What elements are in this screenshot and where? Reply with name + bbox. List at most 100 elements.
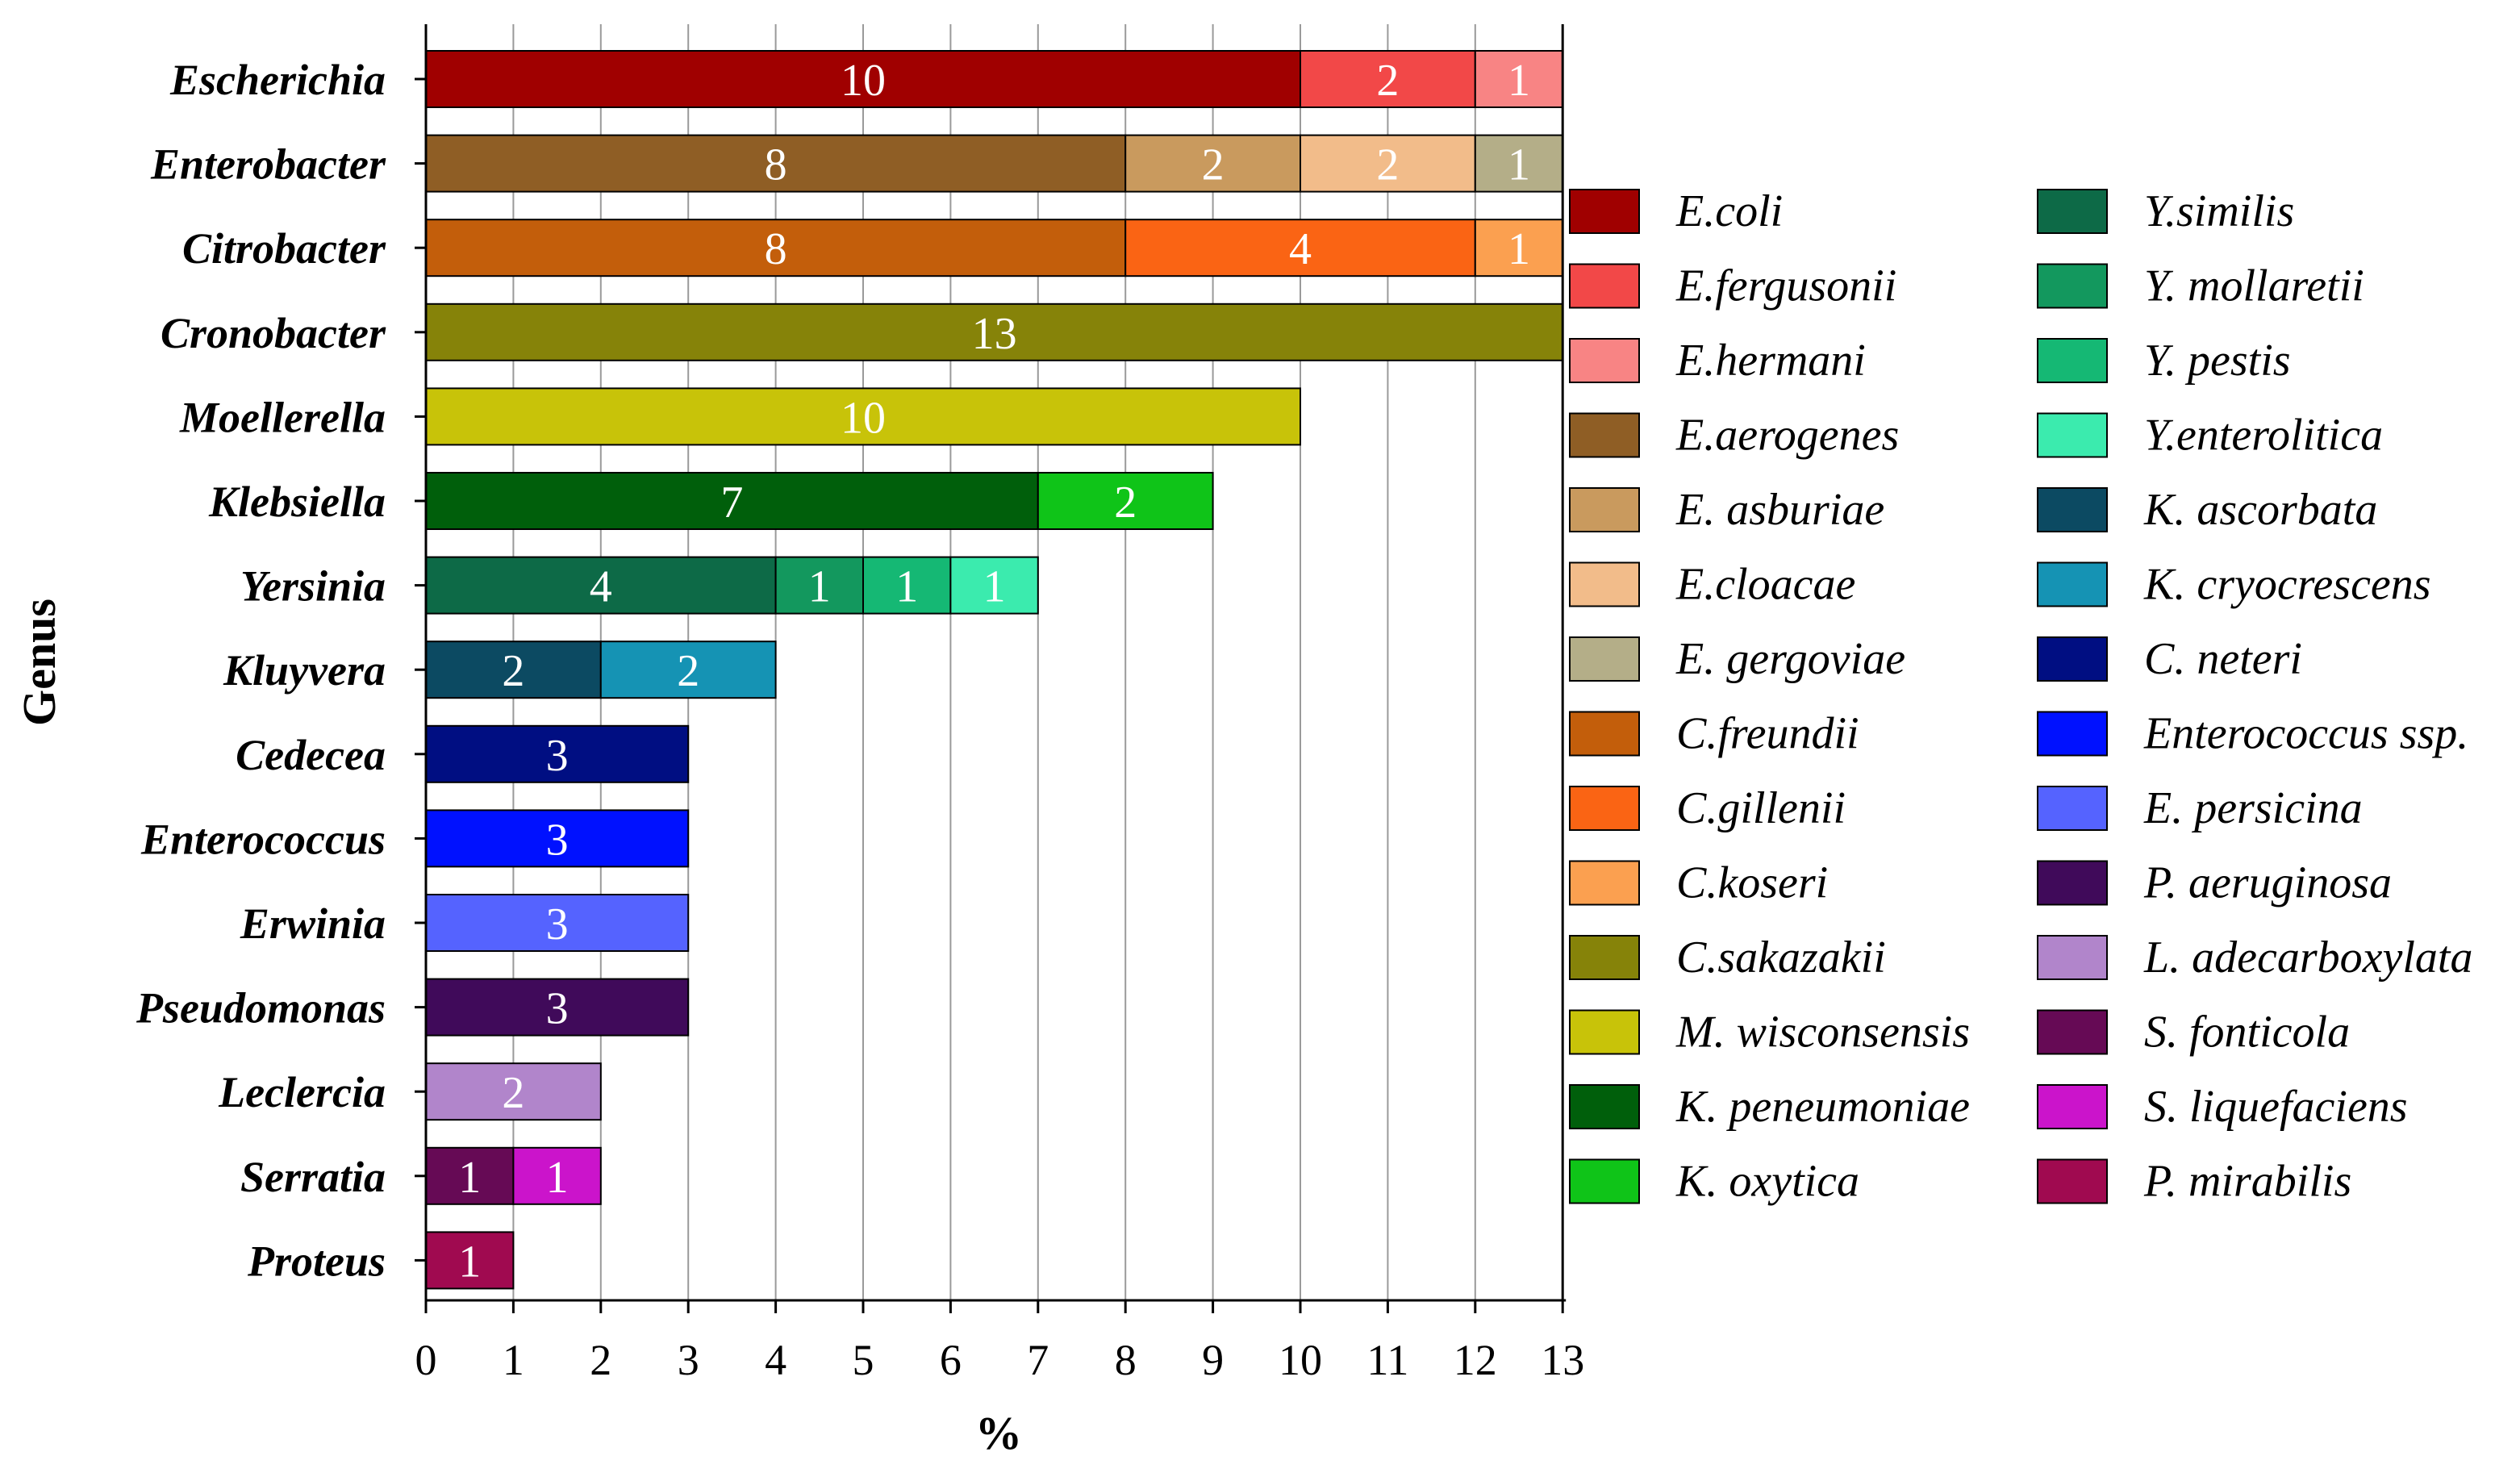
- legend-swatch: [1569, 1158, 1640, 1204]
- legend-swatch: [1569, 935, 1640, 980]
- bar-segment: [425, 978, 690, 1037]
- bar-segment: [425, 894, 690, 952]
- legend-label: E. asburiae: [1675, 485, 1884, 535]
- legend-label: E.fergusonii: [1675, 261, 1896, 311]
- category-label: Kluyvera: [223, 646, 386, 695]
- bar-value-label: 1: [458, 1153, 481, 1203]
- legend-swatch: [1569, 1009, 1640, 1055]
- legend-swatch: [2037, 1158, 2108, 1204]
- category-label: Serratia: [240, 1153, 386, 1201]
- legend-label: C. neteri: [2144, 634, 2302, 684]
- legend-swatch: [2037, 487, 2108, 532]
- x-tick-label: 8: [1115, 1336, 1137, 1384]
- legend-swatch: [1569, 263, 1640, 309]
- bar-value-label: 2: [1376, 56, 1399, 106]
- bar-segment: [425, 134, 1127, 193]
- legend-label: E. gergoviae: [1675, 634, 1905, 684]
- bar-segment: [512, 1146, 602, 1205]
- category-label: Enterobacter: [150, 140, 386, 189]
- category-label: Pseudomonas: [136, 984, 386, 1033]
- bar-value-label: 3: [546, 815, 569, 865]
- bar-value-label: 1: [983, 562, 1006, 612]
- legend-label: K. peneumoniae: [1675, 1082, 1970, 1132]
- bar-value-label: 4: [590, 562, 612, 612]
- bar-segment: [949, 556, 1039, 615]
- x-tick-label: 1: [503, 1336, 524, 1384]
- legend-swatch: [2037, 786, 2108, 831]
- category-label: Klebsiella: [208, 478, 386, 526]
- bar-segment: [774, 556, 864, 615]
- legend-swatch: [2037, 263, 2108, 309]
- x-tick-label: 13: [1541, 1336, 1584, 1384]
- bar-segment: [425, 809, 690, 868]
- bar-segment: [1124, 219, 1476, 277]
- legend-label: C.koseri: [1676, 858, 1828, 908]
- bar-value-label: 8: [765, 140, 787, 190]
- bar-value-label: 3: [546, 984, 569, 1034]
- legend-swatch: [2037, 412, 2108, 458]
- bar-segment: [1300, 134, 1476, 193]
- category-label: Erwinia: [240, 899, 386, 948]
- legend-label: C.gillenii: [1676, 783, 1846, 833]
- bar-value-label: 2: [502, 1068, 524, 1118]
- x-tick-label: 5: [853, 1336, 874, 1384]
- bar-value-label: 7: [720, 478, 743, 528]
- legend-swatch: [1569, 860, 1640, 906]
- bar-segment: [1474, 50, 1564, 108]
- bar-value-label: 13: [972, 309, 1017, 359]
- legend-swatch: [2037, 636, 2108, 682]
- y-axis-title: Genus: [13, 599, 65, 726]
- bar-segment: [862, 556, 952, 615]
- category-label: Yersinia: [240, 562, 386, 611]
- category-label: Cronobacter: [161, 309, 386, 357]
- legend-label: C.freundii: [1676, 709, 1859, 759]
- category-label: Cedecea: [236, 731, 386, 779]
- bar-segment: [425, 302, 1564, 361]
- category-label: Moellerella: [179, 393, 386, 441]
- bar-value-label: 3: [546, 731, 569, 781]
- bar-value-label: 1: [458, 1237, 481, 1287]
- legend-label: P. mirabilis: [2143, 1157, 2351, 1207]
- bar-value-label: 2: [1114, 478, 1137, 528]
- bar-value-label: 8: [765, 224, 787, 274]
- legend-swatch: [1569, 1084, 1640, 1129]
- bar-value-label: 1: [808, 562, 831, 612]
- legend-swatch: [2037, 338, 2108, 383]
- legend-label: E. persicina: [2143, 783, 2363, 833]
- x-tick-label: 10: [1279, 1336, 1322, 1384]
- x-tick-label: 6: [940, 1336, 962, 1384]
- legend-label: Y. mollaretii: [2144, 261, 2364, 311]
- legend-label: K. oxytica: [1675, 1157, 1859, 1207]
- legend-swatch: [1569, 189, 1640, 234]
- legend-label: P. aeruginosa: [2143, 858, 2392, 908]
- legend-swatch: [1569, 636, 1640, 682]
- bar-segment: [425, 1146, 515, 1205]
- legend-swatch: [2037, 1009, 2108, 1055]
- legend-swatch: [2037, 860, 2108, 906]
- bar-segment: [425, 1231, 515, 1290]
- bar-value-label: 1: [1508, 224, 1530, 274]
- x-tick-label: 0: [415, 1336, 437, 1384]
- bar-segment: [1474, 219, 1564, 277]
- bar-value-label: 1: [546, 1153, 569, 1203]
- x-tick-label: 4: [765, 1336, 786, 1384]
- bar-value-label: 10: [841, 393, 886, 443]
- bar-value-label: 4: [1289, 224, 1312, 274]
- bar-segment: [1474, 134, 1564, 193]
- legend-label: E.hermani: [1675, 336, 1866, 386]
- bar-segment: [425, 50, 1301, 108]
- bar-value-label: 10: [841, 56, 886, 106]
- legend-label: S. fonticola: [2144, 1008, 2350, 1058]
- legend-label: E.coli: [1675, 186, 1783, 236]
- bar-segment: [1124, 134, 1301, 193]
- legend-swatch: [1569, 487, 1640, 532]
- bar-value-label: 3: [546, 899, 569, 949]
- legend-swatch: [2037, 1084, 2108, 1129]
- category-label: Escherichia: [169, 56, 386, 104]
- bar-value-label: 2: [677, 646, 699, 696]
- bar-segment: [1300, 50, 1476, 108]
- legend-swatch: [2037, 935, 2108, 980]
- legend-swatch: [1569, 786, 1640, 831]
- bar-segment: [1037, 472, 1214, 530]
